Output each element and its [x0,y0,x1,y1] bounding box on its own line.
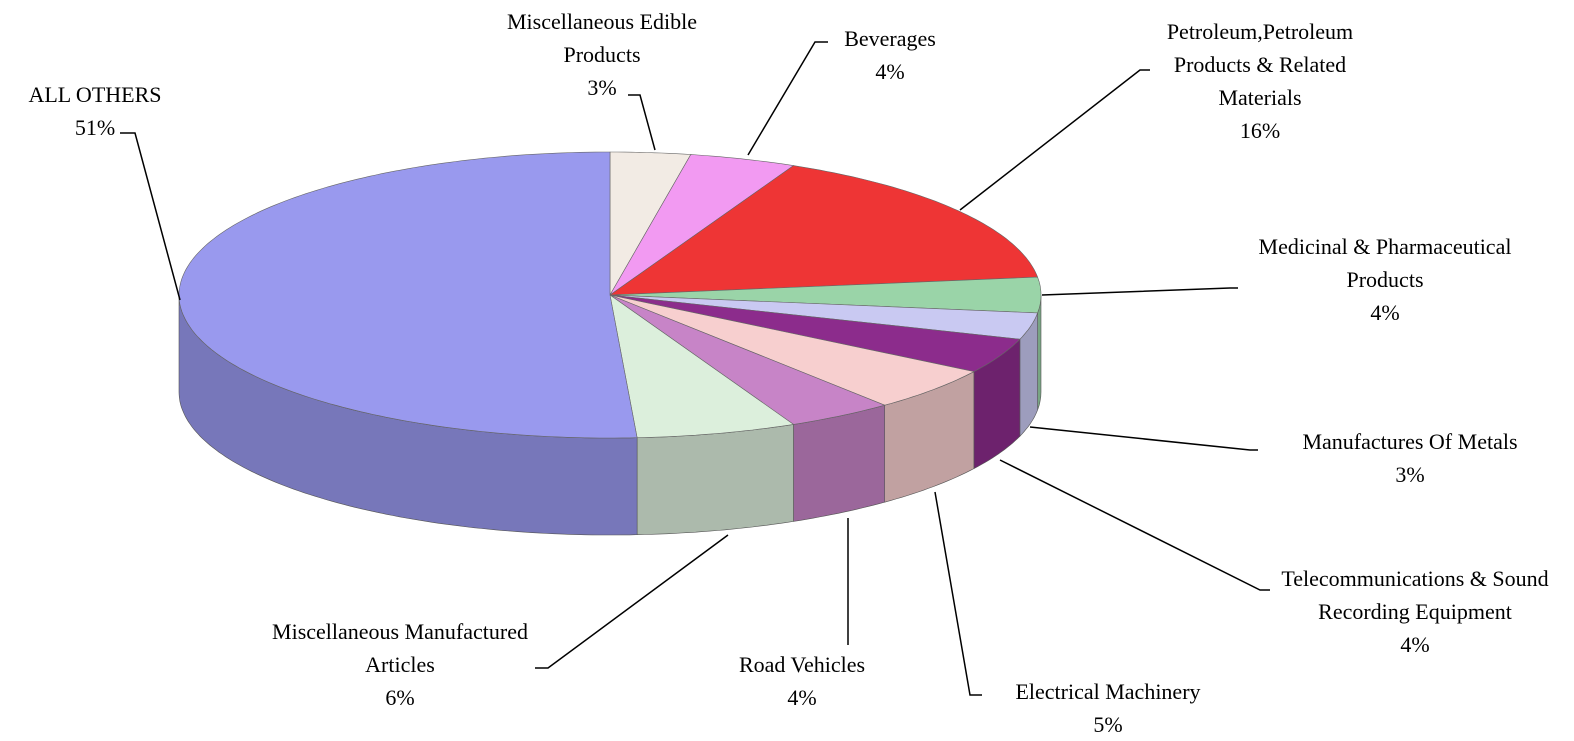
value-label: 4% [1400,632,1430,657]
data-label: ALL OTHERS 51% [5,78,185,144]
data-label: Beverages 4% [815,22,965,88]
value-label: 4% [1370,300,1400,325]
leader-line [934,491,982,696]
pie-slice [609,294,975,406]
pie-slice [608,165,1039,296]
leader-line [1041,287,1238,296]
category-name: Petroleum,Petroleum Products & Related M… [1166,19,1354,110]
leader-line [628,94,656,151]
category-name: Manufactures Of Metals [1302,429,1518,454]
category-name: Telecommunications & Sound Recording Equ… [1281,566,1549,624]
pie-slice-side [793,404,885,522]
slices [178,151,1042,536]
data-label: Miscellaneous Edible Products 3% [487,5,717,104]
data-label: Telecommunications & Sound Recording Equ… [1270,562,1560,661]
leader-line [747,41,828,156]
leader-line [120,132,181,301]
pie-slice [609,151,692,297]
pie-slice [609,294,1039,340]
category-name: Beverages [844,26,936,51]
pie-slice [609,276,1042,314]
value-label: 5% [1093,712,1123,737]
leader-lines [120,41,1270,696]
value-label: 4% [787,685,817,710]
pie-slice-side [636,424,794,536]
value-label: 51% [74,115,116,140]
category-name: ALL OTHERS [28,82,162,107]
value-label: 3% [1395,462,1425,487]
category-name: Electrical Machinery [1015,679,1201,704]
category-name: Miscellaneous Manufactured Articles [272,619,528,677]
leader-line [535,534,729,669]
leader-line [1029,426,1258,451]
data-label: Medicinal & Pharmaceutical Products 4% [1230,230,1540,329]
data-label: Electrical Machinery 5% [978,675,1238,741]
value-label: 16% [1239,118,1281,143]
value-label: 6% [385,685,415,710]
value-label: 3% [587,75,617,100]
category-name: Miscellaneous Edible Products [506,9,697,67]
leader-line [959,69,1150,211]
pie-slice [609,294,886,425]
value-label: 4% [875,59,905,84]
data-label: Manufactures Of Metals 3% [1255,425,1565,491]
category-name: Road Vehicles [738,652,866,677]
pie-slice [609,294,795,439]
leader-line [999,459,1270,591]
pie-slice [609,154,795,296]
data-label: Miscellaneous Manufactured Articles 6% [255,615,545,714]
category-name: Medicinal & Pharmaceutical Products [1258,234,1512,292]
pie-slice [609,294,1021,372]
data-label: Road Vehicles 4% [702,648,902,714]
data-label: Petroleum,Petroleum Products & Related M… [1135,15,1385,147]
